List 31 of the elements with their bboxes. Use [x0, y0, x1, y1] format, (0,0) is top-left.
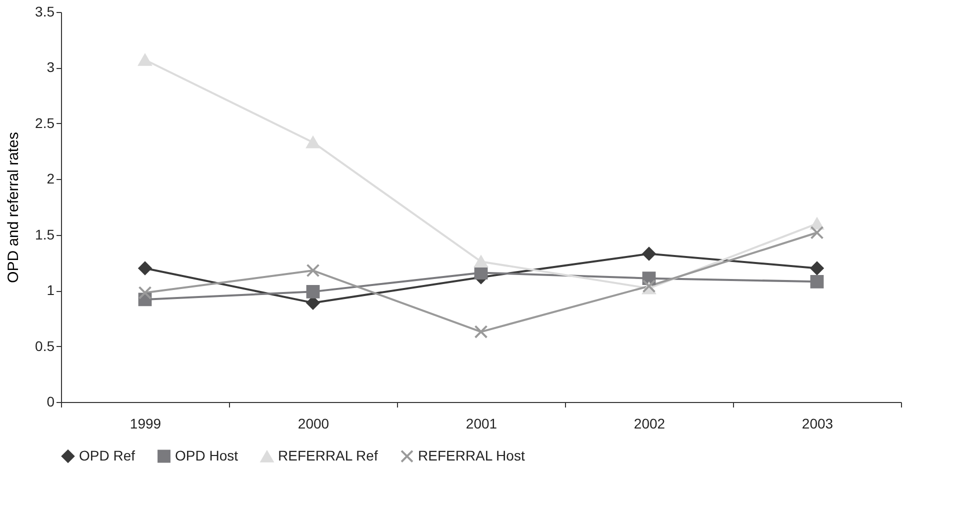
legend-label: OPD Host — [175, 447, 238, 464]
y-tick-label: 2 — [46, 170, 55, 187]
point — [306, 136, 320, 148]
y-tick-label: 3.5 — [35, 4, 55, 20]
legend-label: OPD Ref — [79, 447, 136, 464]
y-tick-label: 0.5 — [35, 338, 55, 354]
y-tick-label: 0 — [46, 394, 55, 410]
point — [642, 247, 656, 260]
y-tick-label: 1.5 — [35, 226, 55, 242]
point — [810, 262, 824, 275]
y-tick-label: 1 — [46, 282, 55, 298]
y-tick-label: 3 — [46, 59, 55, 76]
point — [138, 262, 152, 275]
y-tick-label: 2.5 — [35, 114, 55, 131]
x-tick-label: 2000 — [298, 416, 330, 432]
x-tick-label: 2003 — [802, 416, 834, 432]
point — [306, 296, 320, 310]
x-tick-label: 2002 — [634, 416, 666, 432]
point — [810, 274, 824, 288]
y-axis-title: OPD and referral rates — [5, 132, 22, 283]
x-tick-label: 2001 — [466, 416, 498, 432]
point — [306, 284, 320, 298]
point — [306, 264, 320, 278]
point — [810, 226, 824, 240]
point — [138, 286, 152, 300]
point — [138, 54, 152, 66]
point — [474, 325, 488, 338]
x-tick-label: 1999 — [130, 416, 162, 432]
legend-label: REFERRAL Ref — [278, 448, 378, 464]
legend-label: REFERRAL Host — [418, 447, 525, 464]
point — [474, 256, 488, 268]
